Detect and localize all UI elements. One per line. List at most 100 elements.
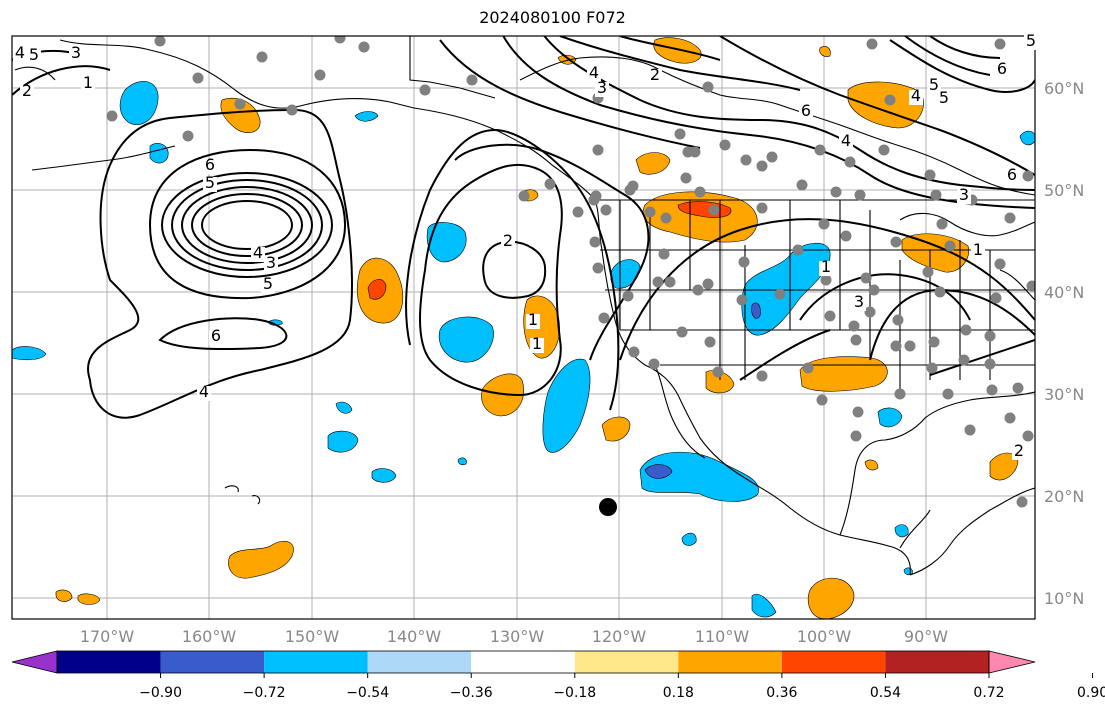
station-dot [589, 236, 601, 248]
contour-label: 6 [801, 101, 811, 120]
lat-label: 40°N [1044, 283, 1084, 302]
station-dot [922, 266, 934, 278]
station-dot [866, 38, 878, 50]
colorbar-tick-label: −0.72 [243, 685, 286, 701]
station-dot [518, 190, 530, 202]
lon-label: 100°W [797, 627, 852, 646]
contour-label: 4 [199, 382, 209, 401]
station-dot [256, 51, 268, 63]
station-dot [286, 104, 298, 116]
station-dot [924, 169, 936, 181]
station-dot [628, 346, 640, 358]
station-dot [756, 202, 768, 214]
station-dot [824, 310, 836, 322]
colorbar [11, 650, 1036, 674]
station-dot [994, 38, 1006, 50]
station-dot [712, 366, 724, 378]
contour-lines [12, 36, 1035, 419]
station-dot [592, 262, 604, 274]
longitude-labels: 170°W 160°W 150°W 140°W 130°W 120°W 110°W 100°W… [80, 627, 948, 646]
colorbar-ticks: −0.90 −0.72 −0.54 −0.36 −0.18 0.18 0.36 0.54 0.7… [139, 673, 1105, 701]
station-dot [852, 406, 864, 418]
contour-label: 2 [1014, 441, 1024, 460]
contour-label: 2 [503, 231, 513, 250]
station-dot [964, 424, 976, 436]
colorbar-segment [367, 651, 472, 673]
lat-label: 30°N [1044, 385, 1084, 404]
contour-label: 6 [211, 326, 221, 345]
station-dot [466, 74, 478, 86]
station-dot [894, 388, 906, 400]
contour-label: 5 [205, 173, 215, 192]
contour-label: 3 [854, 292, 864, 311]
station-dot [844, 156, 856, 168]
lon-label: 160°W [182, 627, 237, 646]
coastlines [14, 36, 1035, 576]
colorbar-tick-label: 0.54 [870, 685, 901, 701]
contour-label: 1 [83, 73, 93, 92]
contour-label: 4 [911, 86, 921, 105]
contour-label: 1 [973, 240, 983, 259]
lat-label: 60°N [1044, 79, 1084, 98]
contour-label: 5 [263, 274, 273, 293]
contour-label: 6 [205, 155, 215, 174]
station-dot [234, 98, 246, 110]
lon-label: 150°W [285, 627, 340, 646]
station-dot [702, 81, 714, 93]
colorbar-segment [264, 651, 368, 673]
lon-label: 130°W [490, 627, 545, 646]
station-dot [1022, 430, 1034, 442]
contour-label: 1 [821, 257, 831, 276]
station-dot [792, 244, 804, 256]
station-dot [960, 324, 972, 336]
colorbar-tick-label: 0.36 [766, 685, 797, 701]
station-dot [192, 72, 204, 84]
station-dot [738, 256, 750, 268]
lon-label: 90°W [904, 627, 948, 646]
station-dot [1012, 382, 1024, 394]
station-dot [984, 358, 996, 370]
station-dot [816, 394, 828, 406]
contour-label: 2 [650, 65, 660, 84]
station-dot [676, 326, 688, 338]
lon-label: 140°W [387, 627, 442, 646]
contour-label: 5 [929, 75, 939, 94]
station-dot [592, 144, 604, 156]
colorbar-tick-label: −0.18 [553, 685, 596, 701]
station-dot [878, 144, 890, 156]
station-dot [627, 180, 639, 192]
lat-label: 50°N [1044, 181, 1084, 200]
contour-label: 5 [29, 45, 39, 64]
storm-marker [599, 498, 617, 516]
station-dot [334, 36, 346, 44]
lat-label: 10°N [1044, 589, 1084, 608]
station-dot [740, 154, 752, 166]
station-dot [704, 336, 716, 348]
station-dot [544, 178, 556, 190]
colorbar-min-extend [11, 650, 58, 674]
station-dot [652, 276, 664, 288]
station-dot [892, 314, 904, 326]
observation-dots [106, 36, 1035, 508]
contour-label: 6 [1007, 165, 1017, 184]
station-dot [358, 41, 370, 53]
station-dot [926, 362, 938, 374]
colorbar-segment [57, 651, 161, 673]
station-dot [644, 206, 656, 218]
contour-label: 3 [266, 253, 276, 272]
latitude-labels: 60°N 50°N 40°N 30°N 20°N 10°N [1044, 79, 1084, 608]
station-dot [820, 274, 832, 286]
station-dot [756, 370, 768, 382]
station-dot [850, 334, 862, 346]
station-dot [708, 204, 720, 216]
map-frame [11, 35, 1036, 620]
station-dot [689, 146, 701, 158]
station-dot [840, 230, 852, 242]
station-dot [864, 306, 876, 318]
station-dot [990, 292, 1002, 304]
colorbar-tick-label: 0.18 [663, 685, 694, 701]
station-dot [702, 278, 714, 290]
lat-label: 20°N [1044, 487, 1084, 506]
station-dot [930, 189, 942, 201]
